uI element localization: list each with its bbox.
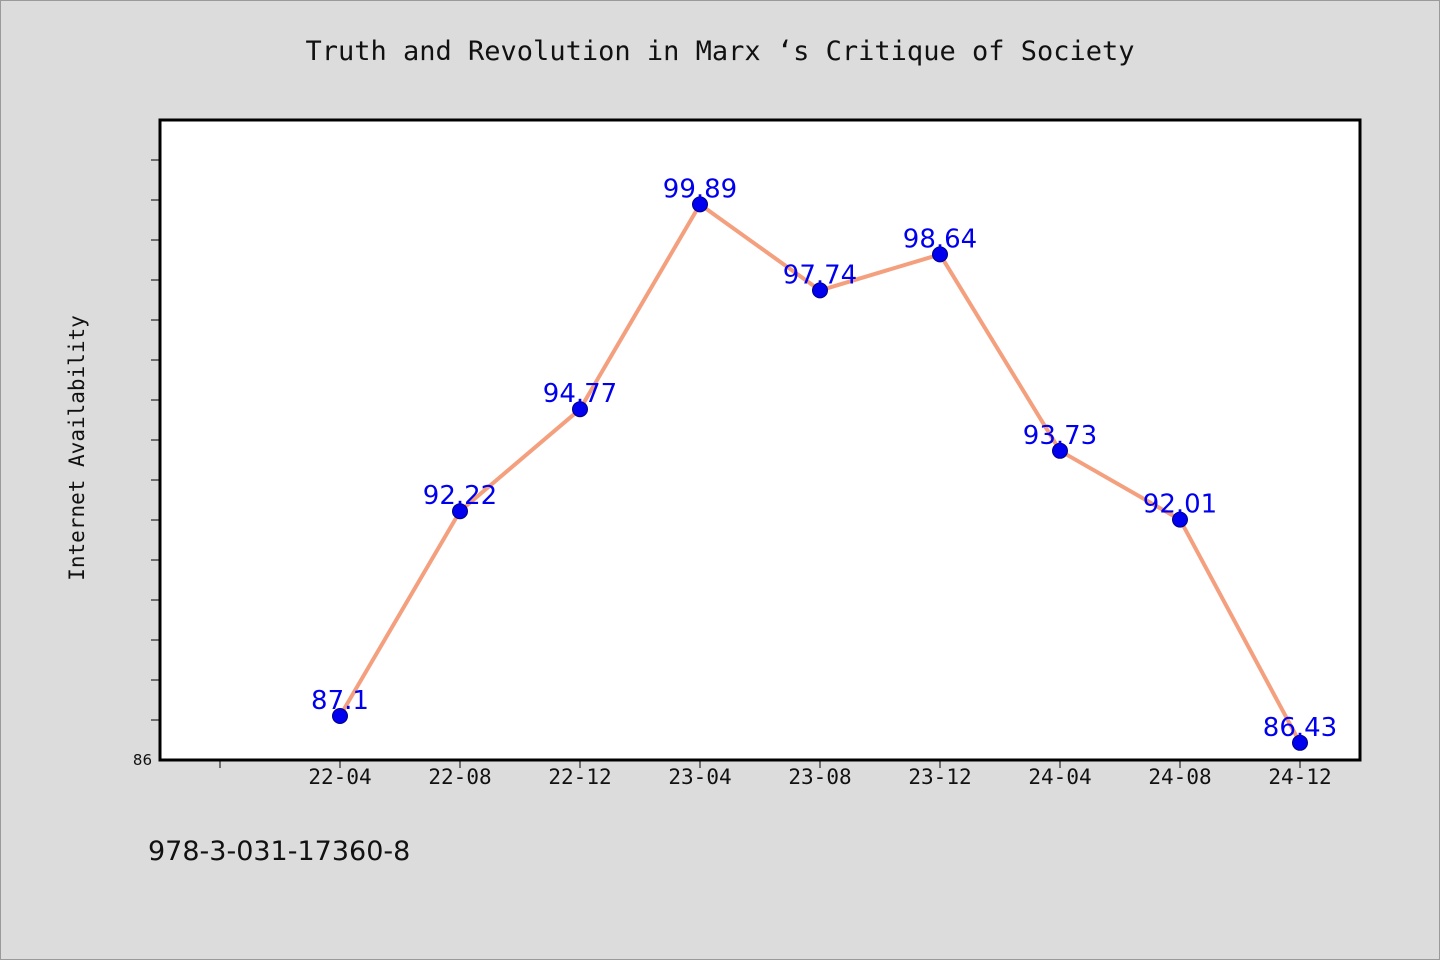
data-point bbox=[812, 282, 828, 299]
data-point bbox=[692, 196, 708, 213]
data-label: 97.74 bbox=[783, 260, 857, 290]
data-point bbox=[1292, 734, 1308, 751]
isbn-text: 978-3-031-17360-8 bbox=[148, 836, 411, 867]
x-tick-label: 22-08 bbox=[428, 765, 491, 789]
data-point bbox=[1172, 511, 1188, 528]
plot-border bbox=[158, 118, 1362, 762]
x-tick-label: 22-04 bbox=[308, 765, 371, 789]
x-tick-label: 24-12 bbox=[1268, 765, 1331, 789]
data-label: 99.89 bbox=[663, 174, 737, 204]
x-tick-label: 23-04 bbox=[668, 765, 731, 789]
x-tick-label: 24-08 bbox=[1148, 765, 1211, 789]
data-point bbox=[1052, 442, 1068, 459]
x-tick-label: 23-08 bbox=[788, 765, 851, 789]
data-label: 87.1 bbox=[311, 686, 369, 716]
data-point bbox=[452, 503, 468, 520]
chart-title: Truth and Revolution in Marx ‘s Critique… bbox=[305, 36, 1135, 67]
data-point bbox=[332, 708, 348, 724]
data-label: 98.64 bbox=[903, 224, 977, 254]
data-point bbox=[932, 246, 948, 263]
data-label: 94.77 bbox=[543, 379, 617, 409]
x-tick-label: 22-12 bbox=[548, 765, 611, 789]
y-tick-label: 86 bbox=[133, 751, 152, 769]
plot-area bbox=[160, 120, 1360, 760]
x-tick-label: 23-12 bbox=[908, 765, 971, 789]
data-label: 92.01 bbox=[1143, 490, 1217, 520]
data-point bbox=[572, 401, 588, 418]
data-label: 86.43 bbox=[1263, 713, 1337, 743]
data-label: 92.22 bbox=[423, 481, 497, 511]
data-label: 93.73 bbox=[1023, 421, 1097, 451]
x-tick-label: 24-04 bbox=[1028, 765, 1091, 789]
